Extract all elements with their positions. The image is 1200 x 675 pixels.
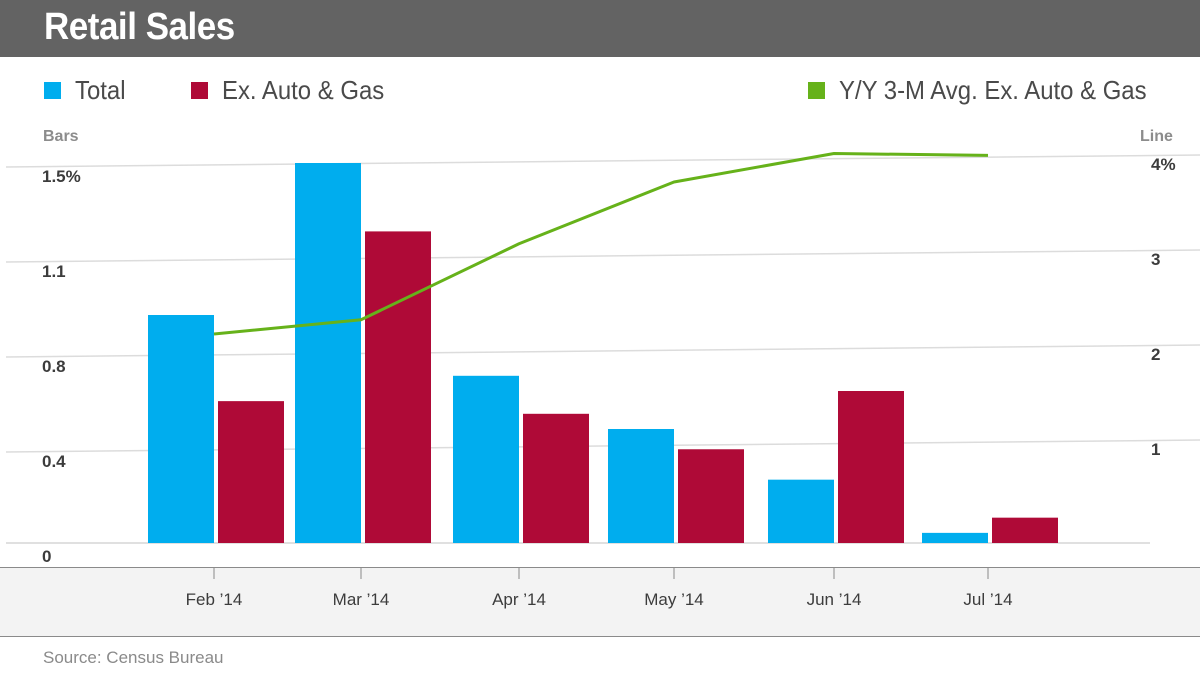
right-axis-label: Line bbox=[1140, 128, 1173, 145]
left-tick-label: 0.8 bbox=[42, 357, 66, 376]
bar-total bbox=[608, 429, 674, 543]
legend-item-ex-auto-gas: Ex. Auto & Gas bbox=[191, 74, 398, 105]
bar-ex-auto-gas bbox=[678, 449, 744, 543]
x-tick-label: Jul ’14 bbox=[963, 590, 1012, 609]
left-axis-label: Bars bbox=[43, 128, 79, 145]
x-tick-label: Apr ’14 bbox=[492, 590, 546, 609]
x-tick-label: Mar ’14 bbox=[333, 590, 390, 609]
line-series-yy-avg bbox=[213, 152, 989, 336]
right-tick-label: 1 bbox=[1151, 440, 1160, 459]
x-tick-label: May ’14 bbox=[644, 590, 704, 609]
gridline bbox=[5, 249, 1200, 263]
legend-swatch-line bbox=[808, 81, 825, 99]
legend-label-total: Total bbox=[75, 74, 126, 105]
bar-total bbox=[922, 532, 988, 543]
gridline bbox=[5, 154, 1200, 168]
bar-ex-auto-gas bbox=[992, 517, 1058, 543]
right-tick-label: 4% bbox=[1151, 155, 1176, 174]
legend-item-total: Total bbox=[44, 74, 130, 105]
x-axis-band bbox=[0, 567, 1200, 637]
bar-ex-auto-gas bbox=[523, 413, 589, 543]
title-bar: Retail Sales bbox=[0, 0, 1200, 57]
legend-label-line: Y/Y 3-M Avg. Ex. Auto & Gas bbox=[839, 74, 1147, 105]
source-note: Source: Census Bureau bbox=[43, 648, 224, 667]
legend-swatch-total bbox=[44, 81, 61, 99]
left-tick-label: 1.1 bbox=[42, 262, 66, 281]
right-tick-label: 3 bbox=[1151, 250, 1160, 269]
legend-item-line: Y/Y 3-M Avg. Ex. Auto & Gas bbox=[808, 74, 1173, 105]
right-tick-label: 2 bbox=[1151, 345, 1160, 364]
left-tick-label: 0.4 bbox=[42, 452, 66, 471]
x-tick-label: Jun ’14 bbox=[807, 590, 862, 609]
legend-label-ex-auto-gas: Ex. Auto & Gas bbox=[222, 74, 385, 105]
bar-total bbox=[768, 479, 834, 543]
bar-total bbox=[295, 163, 361, 543]
chart-title: Retail Sales bbox=[44, 6, 235, 48]
left-tick-label: 1.5% bbox=[42, 167, 81, 186]
bar-ex-auto-gas bbox=[365, 231, 431, 543]
left-tick-label: 0 bbox=[42, 547, 51, 566]
x-tick-label: Feb ’14 bbox=[186, 590, 243, 609]
chart-plot: 0 0.4 0.8 1.1 1.5% 1 2 3 4% Feb ’14 Mar ’14 Apr ’14… bbox=[5, 152, 1200, 609]
bar-ex-auto-gas bbox=[218, 401, 284, 543]
legend-swatch-ex-auto-gas bbox=[191, 81, 208, 99]
bar-ex-auto-gas bbox=[838, 391, 904, 543]
bar-total bbox=[453, 375, 519, 543]
bar-total bbox=[148, 315, 214, 543]
